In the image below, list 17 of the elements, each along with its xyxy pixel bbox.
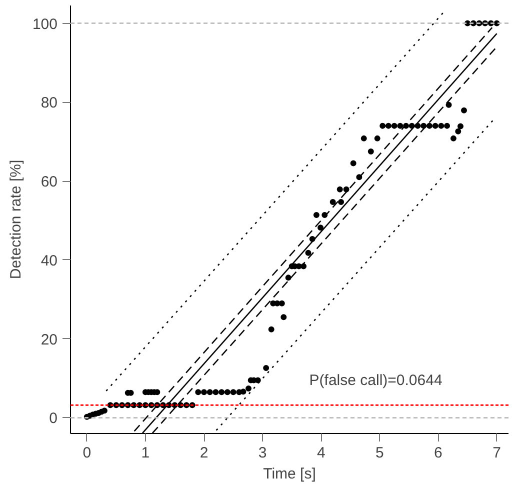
y-tick-label: 0	[49, 410, 58, 428]
x-tick-label: 4	[316, 444, 326, 462]
y-axis-title: Detection rate [%]	[7, 160, 24, 280]
x-tick-label: 3	[258, 444, 267, 462]
annotation: P(false call)=0.0644	[309, 372, 442, 389]
y-tick-label: 60	[40, 174, 58, 191]
y-tick-label: 100	[32, 16, 58, 33]
y-tick-label: 40	[40, 252, 58, 270]
x-tick-label: 7	[492, 444, 501, 462]
x-tick-label: 6	[434, 444, 442, 462]
x-tick-label: 5	[376, 444, 384, 462]
y-tick-label: 80	[40, 94, 58, 112]
x-axis-title: Time [s]	[263, 466, 316, 482]
x-tick-label: 2	[200, 444, 208, 462]
x-tick-label: 1	[141, 444, 150, 462]
y-tick-label: 20	[40, 331, 58, 348]
x-tick-label: 0	[82, 444, 92, 462]
